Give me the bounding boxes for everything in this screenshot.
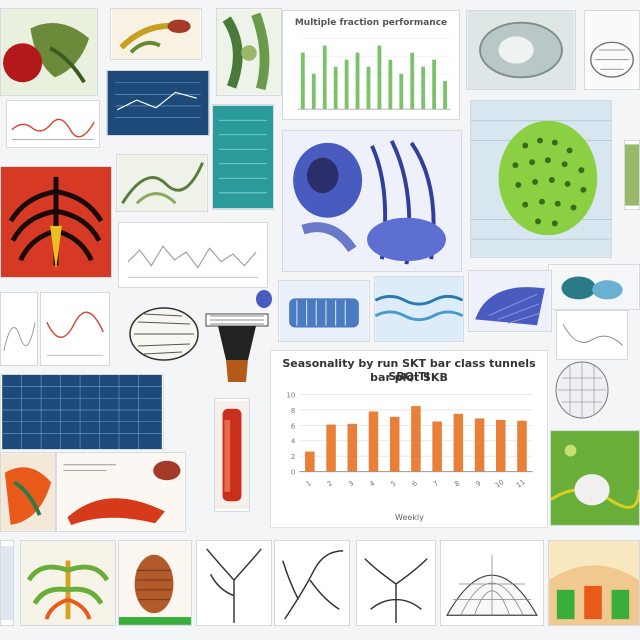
y-tick-label: 2 — [291, 453, 295, 461]
bar — [368, 411, 379, 472]
bar — [399, 73, 404, 110]
bar — [305, 451, 315, 472]
bar — [410, 52, 415, 110]
bar — [326, 424, 336, 472]
bar — [517, 420, 527, 472]
collage-tile-branch-sketch-c — [356, 540, 436, 626]
bar — [322, 45, 327, 110]
collage-tile-blue-cylinder — [278, 280, 370, 342]
x-tick-label: 6 — [411, 479, 419, 488]
bar — [411, 406, 421, 472]
collage-tile-blue-data-grid — [0, 374, 164, 450]
collage-tile-bottom-1 — [0, 540, 14, 626]
bar — [453, 413, 464, 472]
collage-tile-mesh-dome — [552, 352, 616, 422]
top-bar-chart — [297, 38, 451, 110]
x-tick-label: 7 — [432, 479, 440, 488]
collage-tile-small-plot-b — [40, 292, 110, 366]
collage-tile-shell-sketch — [584, 10, 640, 90]
collage-tile-vine-sketch — [116, 154, 208, 212]
y-tick-label: 0 — [291, 469, 295, 477]
collage-tile-branch-sketch-b — [274, 540, 350, 626]
x-tick-label: 1 — [305, 479, 313, 488]
x-tick-label: 3 — [347, 479, 355, 488]
bar — [344, 59, 349, 110]
center-chart-xlabel: Weekly — [395, 513, 424, 522]
collage-tile-green-foliage — [216, 8, 282, 96]
collage-tile-column-vase — [204, 310, 270, 384]
bar — [388, 59, 393, 110]
collage-tile-gray-line-plot — [118, 222, 268, 288]
top-bar-chart-panel: Multiple fraction performance — [282, 10, 460, 120]
collage-tile-line-plot — [6, 100, 100, 148]
bar — [366, 66, 371, 110]
collage-tile-blue-shell — [468, 270, 552, 332]
collage-tile-red-botanical — [0, 8, 98, 96]
collage-tile-wave-panel — [374, 276, 464, 342]
bar — [389, 416, 400, 472]
bar — [333, 66, 338, 110]
x-tick-label: 4 — [368, 479, 376, 488]
bar — [432, 421, 442, 472]
y-tick-label: 8 — [291, 407, 295, 415]
collage-tile-colorful-leaves — [20, 540, 116, 626]
bar — [347, 423, 358, 472]
y-tick-label: 4 — [291, 438, 295, 446]
center-chart-title: Seasonality by run SKT bar class tunnels… — [282, 357, 536, 383]
x-tick-label: 10 — [494, 478, 506, 490]
x-tick-label: 11 — [515, 478, 527, 490]
bar — [474, 418, 485, 472]
top-chart-title: Multiple fraction performance — [294, 18, 448, 28]
bar — [355, 52, 360, 110]
bar — [300, 52, 305, 110]
collage-tile-red-column — [214, 398, 250, 512]
collage-tile-small-plot-a — [0, 292, 38, 366]
center-bar-chart-panel: Seasonality by run SKT bar class tunnels… — [270, 350, 548, 528]
x-tick-label: 2 — [326, 479, 334, 488]
bar — [421, 66, 426, 110]
bar — [443, 80, 447, 110]
x-tick-label: 8 — [453, 479, 461, 488]
bar — [311, 73, 316, 110]
collage-tile-blue-specimen — [282, 130, 462, 272]
collage-tile-branch-sketch-a — [196, 540, 272, 626]
y-tick-label: 10 — [286, 391, 295, 399]
collage-tile-cells-scatter — [548, 264, 640, 310]
x-tick-label: 5 — [389, 479, 397, 488]
collage-tile-snail-sketch — [56, 452, 186, 532]
collage-tile-blue-blob-small — [254, 288, 274, 310]
collage-tile-edge-green — [624, 140, 640, 210]
collage-tile-line-small-right — [556, 310, 628, 360]
center-chart-subtitle: bar plot SKB — [370, 371, 448, 384]
x-tick-label: 9 — [474, 479, 482, 488]
bar — [432, 59, 437, 110]
y-tick-label: 6 — [291, 422, 295, 430]
collage-tile-green-ground — [550, 430, 640, 526]
collage-tile-teal-data-panel — [212, 104, 274, 210]
collage-tile-glass-object — [466, 10, 576, 90]
collage-tile-red-ribs — [0, 166, 112, 278]
collage-tile-orange-fold — [0, 452, 56, 532]
collage-tile-colorful-building — [548, 540, 640, 626]
collage-tile-green-cell-map — [470, 100, 612, 258]
collage-tile-plant-sketch — [110, 8, 202, 60]
bar — [496, 419, 506, 472]
collage-tile-navy-data-panel — [106, 70, 210, 136]
collage-tile-striped-shell — [124, 300, 202, 366]
bar — [377, 45, 382, 110]
collage-tile-dome-sketch — [440, 540, 544, 626]
collage-tile-pinecone — [118, 540, 192, 626]
